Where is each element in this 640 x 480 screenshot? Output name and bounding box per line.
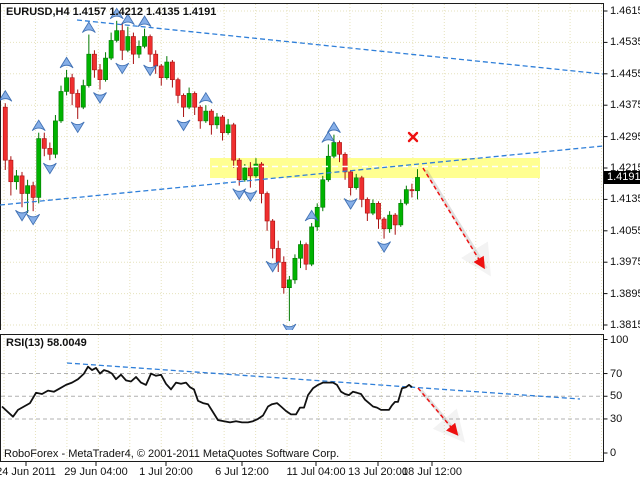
fractal-up-icon bbox=[321, 131, 336, 143]
fractal-down-icon bbox=[70, 121, 85, 134]
price-axis-label: 1.4455 bbox=[610, 67, 640, 80]
fractal-down-icon bbox=[377, 241, 391, 254]
current-price-box: 1.4191 bbox=[604, 171, 640, 184]
rsi-indicator-line bbox=[1, 365, 413, 424]
fractal-up-icon bbox=[137, 15, 152, 28]
price-axis-label: 1.4055 bbox=[610, 224, 640, 237]
price-axis-label: 1.4215 bbox=[610, 162, 640, 174]
grid-lines bbox=[1, 4, 603, 461]
trendlines[interactable] bbox=[0, 19, 604, 400]
price-axis-label: 1.4135 bbox=[610, 193, 640, 206]
fractal-up-icon bbox=[31, 119, 46, 132]
fractal-up-icon bbox=[327, 121, 341, 133]
fractal-up-icon bbox=[109, 7, 124, 20]
price-axis-label: 1.3895 bbox=[610, 287, 640, 300]
price-axis-label: 1.4615 bbox=[610, 5, 640, 17]
copyright-text: RoboForex - MetaTrader4, © 2001-2011 Met… bbox=[4, 448, 340, 460]
time-axis-label: 1 Jul 20:00 bbox=[139, 466, 193, 478]
candlestick-series bbox=[2, 20, 420, 322]
price-axis-label: 1.4295 bbox=[610, 130, 640, 143]
time-axis-label: 18 Jul 12:00 bbox=[402, 466, 462, 478]
fractal-up-icon bbox=[304, 209, 319, 222]
axis-ticks bbox=[25, 10, 608, 466]
price-axis-label: 1.3815 bbox=[610, 319, 640, 331]
panel-divider[interactable] bbox=[0, 330, 604, 334]
fractal-up-icon bbox=[198, 91, 213, 104]
rsi-axis-label: 30 bbox=[610, 412, 623, 425]
fractal-down-icon bbox=[243, 190, 258, 202]
price-axis-label: 1.4535 bbox=[610, 36, 640, 49]
time-axis-label: 11 Jul 04:00 bbox=[286, 466, 346, 478]
time-axis-label: 24 Jun 2011 bbox=[0, 466, 56, 478]
fractal-down-icon bbox=[265, 260, 280, 273]
rsi-axis-label: 70 bbox=[610, 367, 623, 380]
fractal-down-icon bbox=[42, 162, 57, 175]
fractal-down-icon bbox=[26, 213, 41, 226]
fractal-down-icon bbox=[176, 119, 191, 132]
fractal-down-icon bbox=[343, 198, 358, 210]
time-axis-label: 29 Jun 04:00 bbox=[64, 466, 128, 478]
fractal-up-icon bbox=[0, 89, 13, 102]
chart-title-ohlc: EURUSD,H4 1.4157 1.4212 1.4135 1.4191 bbox=[6, 6, 217, 18]
rsi-axis-label: 0 bbox=[610, 447, 617, 459]
price-axis-label: 1.3975 bbox=[610, 256, 640, 269]
time-axis-label: 6 Jul 12:00 bbox=[215, 466, 269, 478]
fractal-up-icon bbox=[59, 56, 74, 69]
time-axis-label: 13 Jul 20:00 bbox=[348, 466, 408, 478]
price-axis-label: 1.4375 bbox=[610, 99, 640, 112]
fractal-down-icon bbox=[143, 64, 158, 77]
fractal-down-icon bbox=[282, 323, 297, 336]
fractal-up-icon bbox=[81, 21, 96, 33]
fractal-down-icon bbox=[93, 92, 107, 104]
rsi-axis-label: 50 bbox=[610, 390, 623, 403]
sell-x-icon bbox=[407, 131, 419, 143]
signal-markers bbox=[407, 131, 491, 443]
rsi-axis-label: 100 bbox=[610, 333, 629, 346]
fractal-down-icon bbox=[232, 188, 247, 201]
rsi-indicator-label: RSI(13) 58.0049 bbox=[6, 337, 87, 349]
fractal-arrows bbox=[0, 7, 391, 336]
fractal-down-icon bbox=[115, 62, 130, 75]
fractal-up-icon bbox=[120, 13, 135, 26]
fractal-down-icon bbox=[15, 209, 29, 222]
